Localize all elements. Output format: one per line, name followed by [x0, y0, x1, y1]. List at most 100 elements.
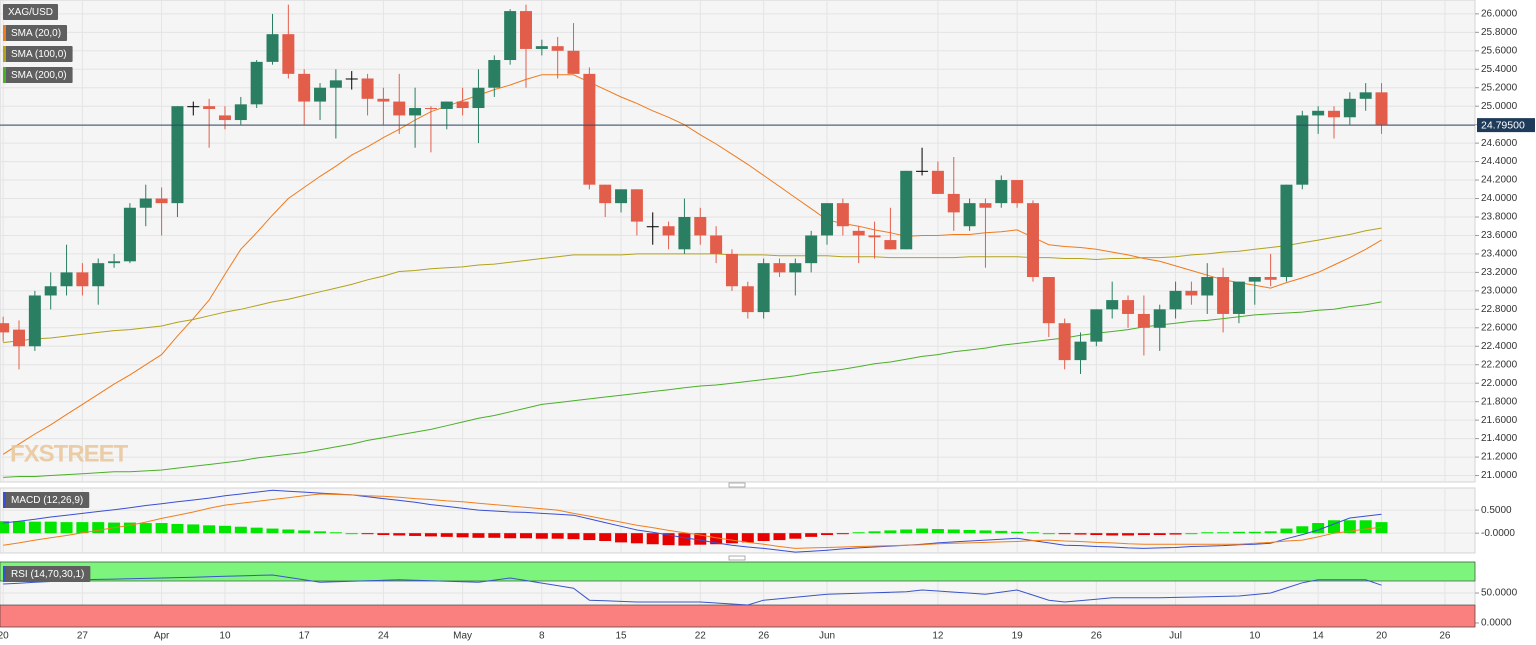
x-tick-label: 8 — [539, 631, 545, 642]
candle-body — [1343, 98, 1356, 118]
candle-body — [1375, 92, 1388, 125]
candle-body — [1153, 309, 1166, 328]
histogram-bar — [123, 522, 136, 534]
y-tick-label: 50.0000 — [1481, 588, 1518, 599]
candle-body — [345, 78, 358, 80]
candle-body — [1280, 184, 1293, 278]
legend-swatch — [3, 25, 6, 41]
candle-body — [615, 189, 628, 204]
candle-body — [440, 101, 453, 109]
candle-body — [203, 106, 216, 109]
x-tick-label: Jul — [1169, 631, 1182, 642]
candle-body — [805, 235, 818, 264]
x-tick-label: 27 — [77, 631, 89, 642]
y-tick-label: 26.0000 — [1481, 8, 1518, 19]
histogram-bar — [298, 530, 311, 534]
candle-body — [583, 73, 596, 185]
y-tick-label: 22.6000 — [1481, 322, 1518, 333]
candle-body — [1359, 92, 1372, 99]
histogram-bar — [583, 533, 596, 541]
legend-swatch — [3, 67, 6, 83]
candle-body — [884, 240, 897, 250]
candle-body — [171, 106, 184, 204]
histogram-bar — [1264, 531, 1277, 534]
candle-body — [1232, 281, 1245, 314]
x-tick-label: 20 — [1376, 631, 1388, 642]
histogram-bar — [1042, 533, 1055, 535]
candle-body — [250, 61, 263, 105]
x-tick-label: Jun — [819, 631, 835, 642]
candle-body — [314, 87, 327, 102]
y-tick-label: 25.0000 — [1481, 101, 1518, 112]
candle-body — [13, 329, 26, 347]
candle-body — [1264, 277, 1277, 280]
histogram-bar — [203, 525, 216, 534]
y-tick-label: 21.0000 — [1481, 470, 1518, 481]
histogram-bar — [773, 533, 786, 541]
y-tick-label: 24.6000 — [1481, 138, 1518, 149]
legend-item: RSI (14,70,30,1) — [3, 566, 91, 582]
watermark: FXSTREET — [10, 440, 129, 467]
histogram-bar — [345, 533, 358, 535]
legend-label: RSI (14,70,30,1) — [11, 569, 84, 580]
histogram-bar — [1011, 531, 1024, 534]
histogram-bar — [710, 533, 723, 545]
legend-swatch — [3, 492, 6, 508]
candle-body — [821, 203, 834, 236]
histogram-bar — [599, 533, 612, 542]
histogram-bar — [662, 533, 675, 546]
macd-line — [3, 489, 1382, 553]
candle-body — [630, 189, 643, 222]
candle-body — [662, 226, 675, 236]
histogram-bar — [218, 525, 231, 534]
candle-body — [646, 226, 659, 228]
histogram-bar — [76, 522, 89, 534]
candle-body — [266, 34, 279, 62]
candle-body — [900, 170, 913, 250]
candle-body — [1090, 309, 1103, 342]
histogram-bar — [472, 533, 485, 538]
histogram-bar — [852, 532, 865, 534]
candle-body — [92, 263, 105, 287]
histogram-bar — [1343, 520, 1356, 534]
candle-body — [108, 261, 121, 264]
legend-box — [3, 67, 73, 83]
histogram-bar — [615, 533, 628, 543]
y-tick-label: 0.0000 — [1481, 618, 1512, 629]
candle-body — [1201, 277, 1214, 296]
candle-body — [963, 203, 976, 227]
candle-body — [1296, 115, 1309, 185]
candle-body — [329, 80, 342, 88]
panel-handle[interactable] — [728, 555, 746, 561]
histogram-bar — [13, 521, 26, 534]
histogram-bar — [1248, 531, 1261, 534]
candle-body — [1074, 341, 1087, 361]
candle-body — [725, 253, 738, 287]
candle-body — [567, 50, 580, 74]
y-tick-label: 23.4000 — [1481, 249, 1518, 260]
y-tick-label: 21.4000 — [1481, 433, 1518, 444]
candle-body — [424, 108, 437, 110]
histogram-bar — [836, 533, 849, 535]
candle-body — [409, 108, 422, 116]
histogram-bar — [551, 533, 564, 539]
legend-label: XAG/USD — [8, 7, 53, 18]
candle-body — [535, 46, 548, 49]
histogram-bar — [1026, 532, 1039, 534]
histogram-bar — [488, 533, 501, 538]
histogram-bar — [694, 533, 707, 545]
candle-body — [757, 263, 770, 313]
candle-body — [44, 286, 57, 296]
x-tick-label: May — [453, 631, 472, 642]
x-tick-label: 26 — [1091, 631, 1103, 642]
histogram-bar — [456, 533, 469, 538]
legend-label: SMA (200,0) — [11, 70, 67, 81]
x-tick-label: 20 — [0, 631, 9, 642]
candle-body — [1217, 277, 1230, 314]
x-tick-label: 15 — [615, 631, 627, 642]
candle-body — [1248, 277, 1261, 282]
x-tick-label: 19 — [1012, 631, 1024, 642]
candle-body — [187, 106, 200, 108]
panel-handle[interactable] — [728, 482, 746, 488]
candle-body — [1058, 323, 1071, 361]
